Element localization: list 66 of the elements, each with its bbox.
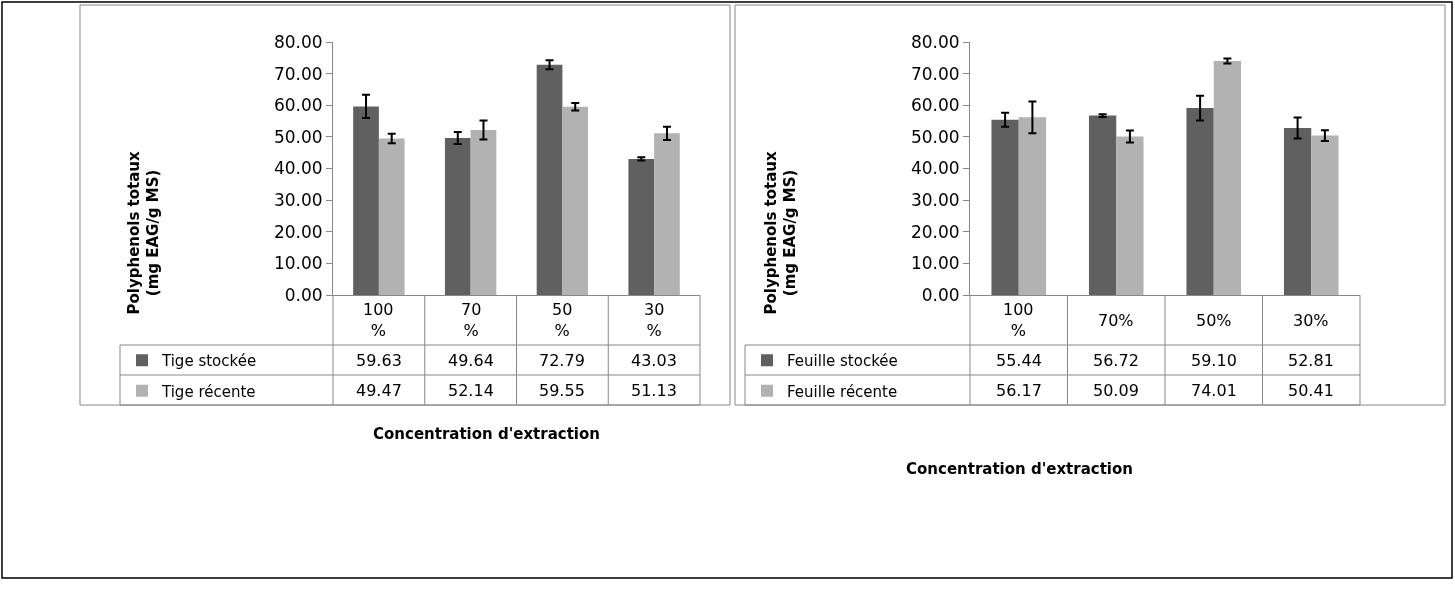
data-label: 49.64 [448,351,494,370]
bar [1311,135,1339,295]
data-label: 55.44 [996,351,1042,370]
y-tick-label: 10.00 [910,253,960,274]
bar [654,133,680,295]
y-tick-label: 30.00 [910,190,960,211]
data-label: 59.63 [356,351,402,370]
data-label: 43.03 [631,351,677,370]
bar [378,138,405,295]
y-tick-label: 50.00 [910,126,960,147]
data-label: 59.55 [539,381,585,400]
y-axis-title: Polyphenols totaux (mg EAG/g MS) [124,150,162,315]
data-label: 59.10 [1191,351,1237,370]
data-label: 72.79 [539,351,585,370]
bar [1213,60,1242,295]
data-label: 52.14 [448,381,494,400]
data-label: 74.01 [1191,381,1237,400]
x-tick-label: 30 % [644,300,665,340]
bar [991,119,1019,295]
x-tick-label: 30% [1293,311,1329,330]
bar [536,64,563,295]
bar [1186,108,1214,295]
bar [628,158,655,295]
y-tick-label: 60.00 [273,95,323,116]
y-tick-label: 80.00 [910,31,960,52]
x-axis-title: Concentration d'extraction [373,425,600,443]
y-tick-label: 10.00 [273,253,323,274]
y-tick-label: 40.00 [910,158,960,179]
legend-label: Feuille stockée [787,352,898,371]
data-label: 50.41 [1288,381,1334,400]
x-tick-label: 100 % [1003,300,1034,340]
y-tick-label: 80.00 [273,31,323,52]
y-tick-label: 60.00 [910,95,960,116]
data-label: 52.81 [1288,351,1334,370]
y-tick-label: 0.00 [921,284,960,305]
bar [1283,127,1312,295]
y-axis-title: Polyphenols totaux (mg EAG/g MS) [761,150,799,315]
y-tick-label: 70.00 [273,63,323,84]
bar [1088,115,1117,295]
y-tick-label: 30.00 [273,190,323,211]
y-tick-label: 0.00 [284,284,323,305]
bar [353,106,379,295]
y-tick-label: 20.00 [273,221,323,242]
y-tick-label: 40.00 [273,158,323,179]
data-label: 49.47 [356,381,402,400]
x-tick-label: 70 % [461,300,482,340]
data-label: 50.09 [1093,381,1139,400]
bar [562,106,589,295]
x-tick-label: 100 % [363,300,394,340]
y-tick-label: 70.00 [910,63,960,84]
x-tick-label: 50% [1196,311,1232,330]
y-tick-label: 50.00 [273,126,323,147]
data-label: 51.13 [631,381,677,400]
legend-label: Tige récente [161,382,256,401]
bar [470,130,497,295]
data-label: 56.72 [1093,351,1139,370]
y-tick-label: 20.00 [910,221,960,242]
bar [444,138,471,295]
x-tick-label: 70% [1098,311,1134,330]
legend-label: Feuille récente [787,382,898,401]
x-axis-title: Concentration d'extraction [906,460,1133,478]
legend-label: Tige stockée [161,352,257,371]
x-tick-label: 50 % [552,300,573,340]
data-label: 56.17 [996,381,1042,400]
bar [1018,117,1047,295]
bar [1116,136,1144,295]
